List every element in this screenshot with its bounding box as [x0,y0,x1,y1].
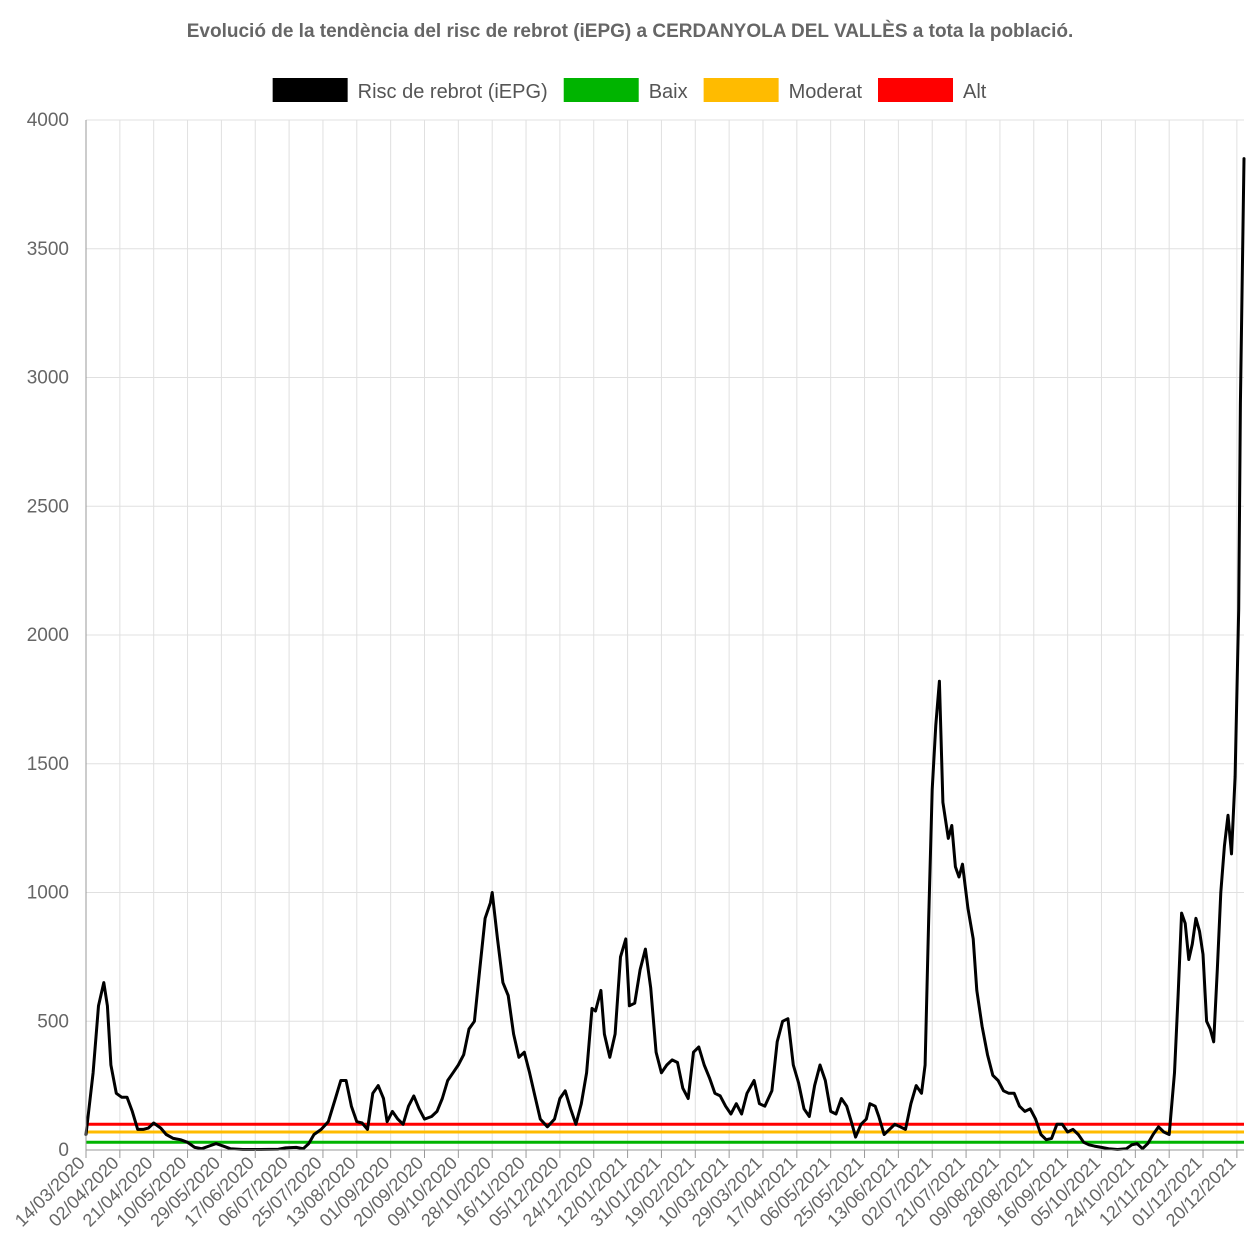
y-tick-label: 4000 [27,110,69,131]
series-layer [84,157,1246,1151]
y-tick-label: 3000 [27,368,69,389]
threshold-lines [86,1122,1244,1144]
legend-item: Alt [878,78,987,103]
legend-swatch [272,78,348,102]
legend-label: Moderat [789,81,863,103]
grid [85,119,1244,1151]
legend-item: Risc de rebrot (iEPG) [272,78,548,103]
chart-title: Evolució de la tendència del risc de reb… [187,20,1074,42]
series-line-iepg [84,157,1246,1151]
y-tick-label: 1000 [27,883,69,904]
y-tick-label: 2000 [27,625,69,646]
legend: Risc de rebrot (iEPG) Baix Moderat Alt [272,78,987,103]
legend-item: Baix [563,78,688,103]
legend-label: Risc de rebrot (iEPG) [358,81,548,103]
y-tick-label: 3500 [27,239,69,260]
y-tick-label: 0 [58,1140,69,1161]
legend-label: Baix [649,81,688,103]
y-tick-label: 2500 [27,496,69,517]
y-tick-label: 500 [37,1011,69,1032]
legend-label: Alt [963,81,987,103]
y-tick-label: 1500 [27,754,69,775]
legend-swatch [878,78,953,102]
legend-item: Moderat [703,78,863,103]
legend-swatch [703,78,779,102]
legend-swatch [563,78,639,102]
